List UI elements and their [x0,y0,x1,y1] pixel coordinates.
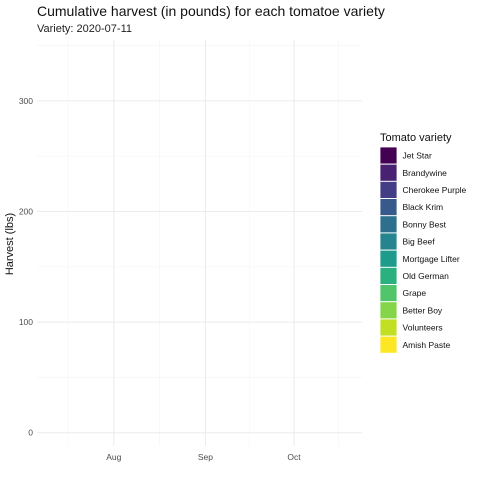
legend-item: Mortgage Lifter [379,249,460,268]
legend-label: Amish Paste [403,340,451,350]
legend-swatch [379,232,398,251]
legend-item: Old German [379,266,450,285]
legend-label: Volunteers [403,323,443,333]
legend-item: Jet Star [379,146,432,165]
x-axis-ticks: Aug Sep Oct [106,452,301,462]
legend-swatch [379,266,398,285]
legend-label: Black Krim [403,202,444,212]
legend-swatch [379,163,398,182]
legend-item: Grape [379,284,427,303]
legend-swatch [379,146,398,165]
legend-label: Grape [403,288,427,298]
legend-label: Cherokee Purple [403,185,467,195]
y-tick-label: 100 [19,317,33,327]
x-tick-label: Sep [198,452,213,462]
major-gridlines [37,40,362,446]
legend-label: Better Boy [403,305,443,315]
legend-label: Jet Star [403,151,432,161]
legend-swatch [379,318,398,337]
x-tick-label: Aug [106,452,121,462]
legend-swatch [379,301,398,320]
legend-title: Tomato variety [380,132,452,144]
legend-item: Better Boy [379,301,443,320]
legend-swatch [379,335,398,354]
x-tick-label: Oct [287,452,301,462]
legend-swatch [379,198,398,217]
legend-item: Bonny Best [379,215,447,234]
legend-label: Old German [403,271,450,281]
legend-item: Big Beef [379,232,436,251]
legend-item: Brandywine [379,163,448,182]
legend: Jet Star Brandywine Cherokee Purple Black K… [379,146,467,354]
y-axis-ticks: 0 100 200 300 [19,96,33,438]
legend-label: Bonny Best [403,219,447,229]
chart-subtitle: Variety: 2020-07-11 [37,23,132,35]
legend-label: Big Beef [403,237,436,247]
y-axis-title: Harvest (lbs) [4,213,16,275]
legend-label: Mortgage Lifter [403,254,460,264]
y-tick-label: 300 [19,96,33,106]
legend-item: Cherokee Purple [379,180,467,199]
legend-swatch [379,249,398,268]
y-tick-label: 0 [28,428,33,438]
minor-gridlines [37,40,362,446]
legend-swatch [379,215,398,234]
y-tick-label: 200 [19,206,33,216]
legend-swatch [379,284,398,303]
legend-item: Black Krim [379,198,444,217]
chart-title: Cumulative harvest (in pounds) for each … [37,3,385,19]
legend-item: Volunteers [379,318,443,337]
legend-swatch [379,180,398,199]
legend-item: Amish Paste [379,335,451,354]
legend-label: Brandywine [403,168,448,178]
